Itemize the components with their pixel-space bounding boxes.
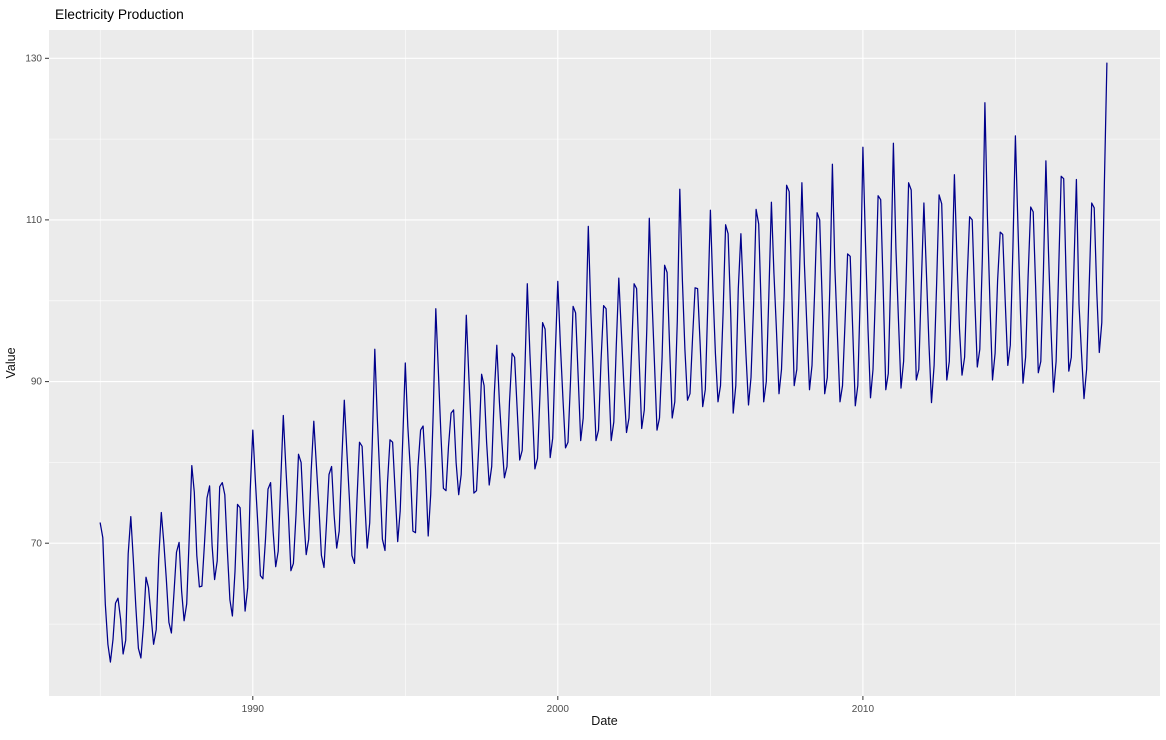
plot-panel <box>49 30 1160 696</box>
y-tick-label: 70 <box>31 538 43 549</box>
y-tick-label: 110 <box>26 215 42 226</box>
x-tick-label: 2000 <box>547 704 570 715</box>
x-tick-label: 2010 <box>852 704 875 715</box>
axis-ticks: 70 90 110 130 1990 2000 2010 <box>25 53 874 715</box>
y-tick-label: 130 <box>25 53 42 64</box>
x-axis-title: Date <box>591 714 617 728</box>
major-gridlines <box>49 30 1160 696</box>
chart-title: Electricity Production <box>55 7 184 22</box>
electricity-production-line <box>99 62 1108 663</box>
x-tick-label: 1990 <box>242 704 265 715</box>
data-series-line <box>99 62 1108 663</box>
y-axis-title: Value <box>4 347 18 378</box>
y-tick-label: 90 <box>31 377 43 388</box>
